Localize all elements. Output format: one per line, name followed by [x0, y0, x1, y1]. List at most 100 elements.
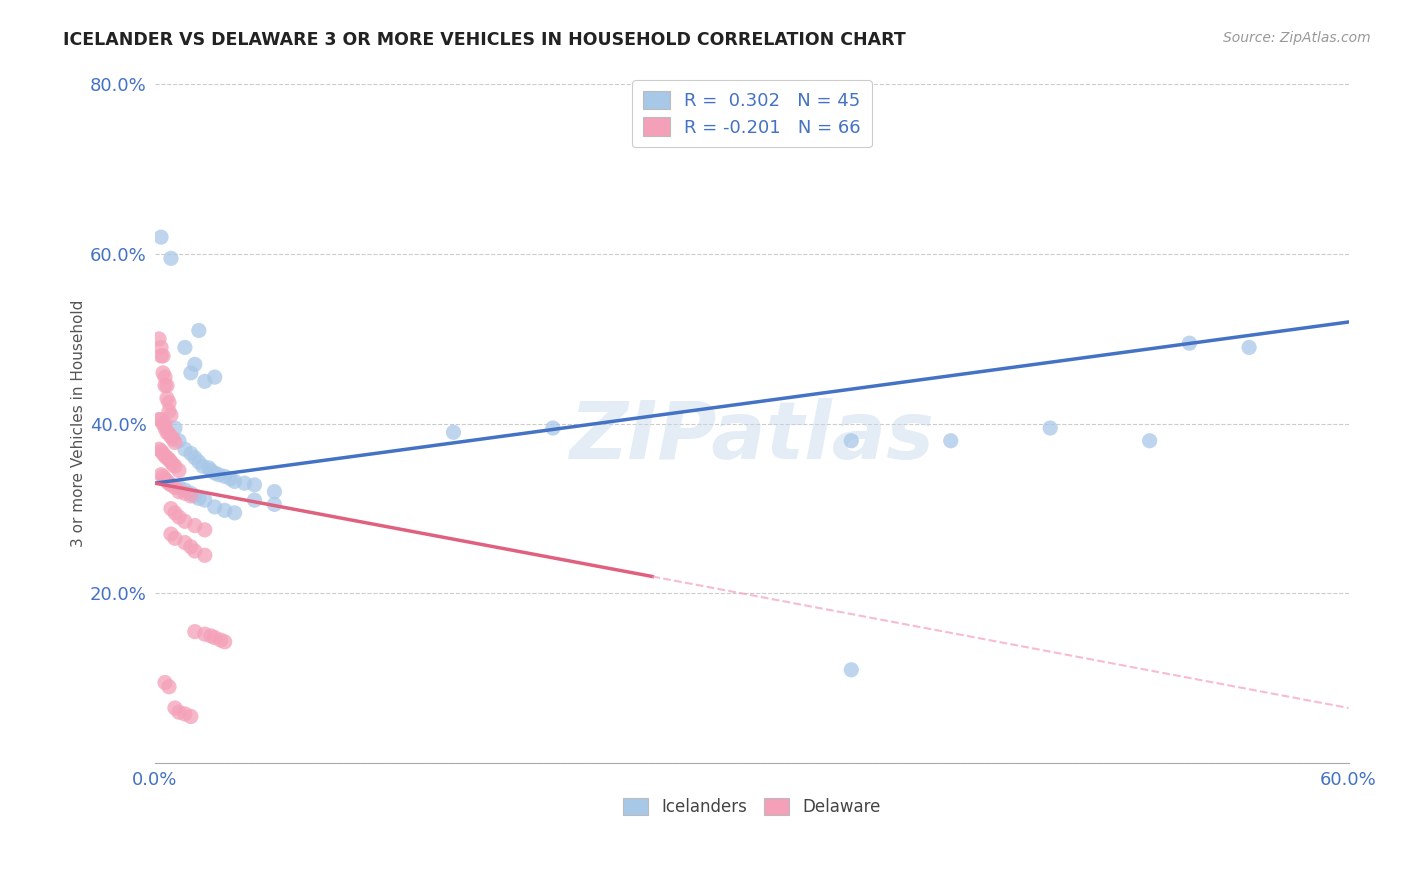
- Point: [157, 427, 180, 442]
- Point: [839, 434, 862, 448]
- Point: [197, 461, 219, 475]
- Point: [187, 323, 209, 337]
- Point: [153, 421, 176, 435]
- Point: [163, 531, 186, 545]
- Point: [156, 378, 179, 392]
- Point: [148, 442, 170, 457]
- Point: [204, 466, 226, 480]
- Point: [174, 514, 197, 528]
- Point: [150, 349, 173, 363]
- Point: [174, 535, 197, 549]
- Point: [187, 491, 209, 506]
- Point: [162, 458, 184, 472]
- Point: [160, 501, 183, 516]
- Point: [224, 506, 246, 520]
- Point: [194, 627, 217, 641]
- Point: [162, 432, 184, 446]
- Point: [180, 489, 202, 503]
- Point: [150, 444, 173, 458]
- Point: [167, 463, 190, 477]
- Point: [214, 635, 236, 649]
- Point: [156, 475, 179, 489]
- Point: [184, 450, 207, 465]
- Point: [184, 544, 207, 558]
- Point: [194, 549, 217, 563]
- Point: [243, 493, 266, 508]
- Point: [233, 476, 256, 491]
- Point: [152, 366, 174, 380]
- Point: [163, 435, 186, 450]
- Point: [204, 631, 226, 645]
- Point: [148, 332, 170, 346]
- Point: [184, 518, 207, 533]
- Point: [163, 459, 186, 474]
- Point: [180, 366, 202, 380]
- Point: [150, 412, 173, 426]
- Point: [174, 486, 197, 500]
- Point: [167, 480, 190, 494]
- Point: [167, 484, 190, 499]
- Point: [194, 493, 217, 508]
- Point: [180, 486, 202, 500]
- Text: Source: ZipAtlas.com: Source: ZipAtlas.com: [1223, 31, 1371, 45]
- Point: [160, 527, 183, 541]
- Point: [160, 429, 183, 443]
- Point: [157, 476, 180, 491]
- Point: [150, 467, 173, 482]
- Point: [1139, 434, 1161, 448]
- Point: [163, 480, 186, 494]
- Point: [150, 230, 173, 244]
- Point: [541, 421, 564, 435]
- Point: [180, 446, 202, 460]
- Point: [1178, 336, 1201, 351]
- Point: [194, 375, 217, 389]
- Point: [208, 467, 231, 482]
- Point: [174, 340, 197, 354]
- Text: ICELANDER VS DELAWARE 3 OR MORE VEHICLES IN HOUSEHOLD CORRELATION CHART: ICELANDER VS DELAWARE 3 OR MORE VEHICLES…: [63, 31, 905, 49]
- Point: [224, 475, 246, 489]
- Point: [204, 370, 226, 384]
- Point: [263, 484, 285, 499]
- Point: [209, 633, 232, 648]
- Point: [150, 340, 173, 354]
- Point: [152, 446, 174, 460]
- Point: [1039, 421, 1062, 435]
- Point: [152, 417, 174, 431]
- Point: [174, 483, 197, 497]
- Point: [152, 349, 174, 363]
- Point: [148, 412, 170, 426]
- Point: [157, 452, 180, 467]
- Point: [163, 701, 186, 715]
- Point: [163, 506, 186, 520]
- Point: [157, 395, 180, 409]
- Point: [160, 252, 183, 266]
- Legend: Icelanders, Delaware: Icelanders, Delaware: [616, 791, 887, 822]
- Point: [839, 663, 862, 677]
- Text: ZIPatlas: ZIPatlas: [569, 399, 935, 476]
- Point: [157, 680, 180, 694]
- Point: [153, 370, 176, 384]
- Point: [167, 434, 190, 448]
- Point: [443, 425, 465, 440]
- Point: [194, 523, 217, 537]
- Point: [184, 624, 207, 639]
- Point: [243, 478, 266, 492]
- Point: [263, 497, 285, 511]
- Point: [160, 409, 183, 423]
- Point: [153, 449, 176, 463]
- Point: [160, 455, 183, 469]
- Point: [167, 705, 190, 719]
- Point: [156, 392, 179, 406]
- Point: [153, 675, 176, 690]
- Point: [187, 455, 209, 469]
- Point: [153, 472, 176, 486]
- Point: [180, 709, 202, 723]
- Point: [153, 378, 176, 392]
- Point: [939, 434, 962, 448]
- Point: [200, 629, 222, 643]
- Point: [184, 489, 207, 503]
- Y-axis label: 3 or more Vehicles in Household: 3 or more Vehicles in Household: [72, 300, 86, 548]
- Point: [204, 500, 226, 514]
- Point: [191, 459, 214, 474]
- Point: [167, 510, 190, 524]
